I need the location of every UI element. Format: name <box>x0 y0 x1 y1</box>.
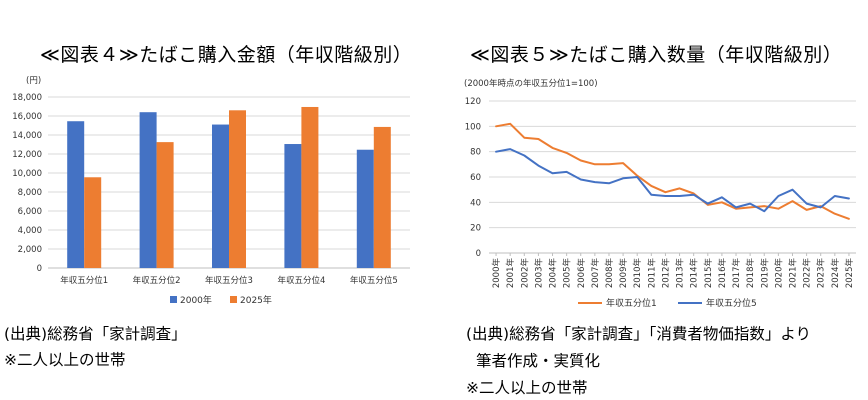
x-tick-label: 年収五分位3 <box>205 275 253 286</box>
x-tick-label: 2024年 <box>830 258 841 289</box>
bar-1 <box>212 124 229 268</box>
bar-1 <box>139 112 157 268</box>
bar-1 <box>356 149 374 268</box>
bar-1 <box>67 121 85 268</box>
x-tick-label: 年収五分位5 <box>350 275 398 286</box>
legend-swatch-1 <box>170 296 177 303</box>
y-tick-label: 4,000 <box>18 226 42 236</box>
y-tick-label: 100 <box>465 122 481 132</box>
right-source-note-line2: 筆者作成・実質化 <box>476 352 601 370</box>
left-chart-title: ≪図表４≫たばこ購入金額（年収階級別） <box>40 44 413 66</box>
x-tick-label: 2019年 <box>759 258 770 289</box>
y-tick-label: 0 <box>476 249 481 259</box>
x-tick-label: 2008年 <box>604 258 615 289</box>
x-tick-label: 2006年 <box>576 258 587 289</box>
x-tick-label: 2022年 <box>802 258 813 289</box>
y-tick-label: 12,000 <box>12 150 42 160</box>
x-tick-label: 2007年 <box>590 258 601 289</box>
x-tick-label: 年収五分位1 <box>60 275 108 286</box>
bar-2 <box>229 110 246 268</box>
right-chart-title: ≪図表５≫たばこ購入数量（年収階級別） <box>470 44 843 66</box>
y-tick-label: 40 <box>470 198 481 208</box>
y-tick-label: 80 <box>470 148 481 158</box>
y-tick-label: 2,000 <box>18 245 42 255</box>
right-household-note: ※二人以上の世帯 <box>466 379 588 397</box>
x-tick-label: 2014年 <box>689 258 700 289</box>
x-tick-label: 2023年 <box>816 258 827 289</box>
y-tick-label: 0 <box>37 264 42 274</box>
x-tick-label: 年収五分位4 <box>277 275 325 286</box>
series-line-1 <box>495 122 850 220</box>
x-tick-label: 2018年 <box>745 258 756 289</box>
legend-label-2: 年収五分位5 <box>706 297 757 309</box>
y-tick-label: 16,000 <box>12 112 42 122</box>
bar-2 <box>156 142 174 268</box>
x-tick-label: 2017年 <box>731 258 742 289</box>
left-household-note: ※二人以上の世帯 <box>4 351 126 369</box>
y-tick-label: 8,000 <box>18 188 42 198</box>
line-chart: 0 20 40 60 80 100 120 (2000年時点の年収五分位1=100) 2000年… <box>464 78 856 309</box>
x-tick-label: 2011年 <box>646 258 657 289</box>
bar-chart: 0 2,000 4,000 6,000 8,000 10,000 12,000 14,000 1… <box>12 76 410 306</box>
x-tick-label: 2009年 <box>618 258 629 289</box>
y-axis-unit-label: (円) <box>26 76 41 86</box>
bar-2 <box>373 126 391 268</box>
series-line-2 <box>495 148 850 213</box>
y-axis-note: (2000年時点の年収五分位1=100) <box>464 78 598 89</box>
x-tick-label: 2005年 <box>562 258 573 289</box>
y-tick-label: 20 <box>470 224 481 234</box>
legend-swatch-2 <box>230 296 237 303</box>
x-tick-label: 2021年 <box>787 258 798 289</box>
y-tick-label: 18,000 <box>12 93 42 103</box>
legend-label-1: 年収五分位1 <box>606 297 657 309</box>
legend-label-1: 2000年 <box>180 294 212 306</box>
x-tick-label: 2000年 <box>491 258 502 289</box>
y-tick-label: 14,000 <box>12 131 42 141</box>
y-tick-label: 6,000 <box>18 207 42 217</box>
legend-label-2: 2025年 <box>240 294 272 306</box>
y-tick-label: 120 <box>465 97 481 107</box>
x-tick-label: 2012年 <box>660 258 671 289</box>
x-tick-label: 年収五分位2 <box>133 275 181 286</box>
bar-2 <box>301 106 319 268</box>
bar-2 <box>84 177 102 268</box>
x-tick-label: 2001年 <box>505 258 516 289</box>
x-tick-label: 2020年 <box>773 258 784 289</box>
x-tick-label: 2003年 <box>533 258 544 289</box>
x-tick-label: 2004年 <box>548 258 559 289</box>
x-tick-label: 2013年 <box>675 258 686 289</box>
x-tick-label: 2016年 <box>717 258 728 289</box>
x-tick-label: 2002年 <box>519 258 530 289</box>
x-tick-label: 2015年 <box>703 258 714 289</box>
left-source-note: (出典)総務省「家計調査」 <box>4 325 187 343</box>
y-tick-label: 10,000 <box>12 169 42 179</box>
x-tick-label: 2025年 <box>844 258 855 289</box>
x-tick-label: 2010年 <box>632 258 643 289</box>
bar-1 <box>284 144 302 268</box>
right-source-note: (出典)総務省「家計調査」「消費者物価指数」より <box>466 325 812 343</box>
y-tick-label: 60 <box>470 173 481 183</box>
